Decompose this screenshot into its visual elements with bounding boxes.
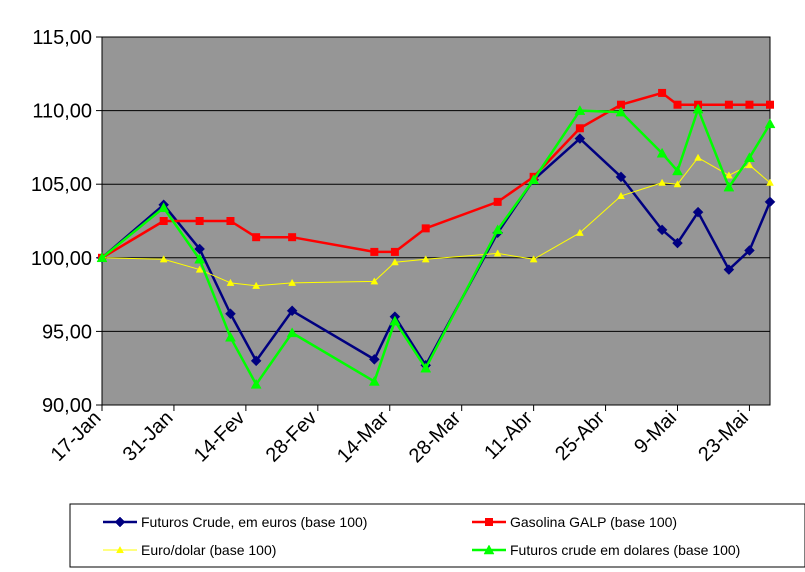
data-point [575, 228, 584, 236]
legend-marker [114, 516, 126, 528]
series-layer [96, 88, 776, 389]
data-point [724, 100, 733, 109]
data-point [528, 174, 540, 185]
data-point [529, 255, 538, 263]
data-point [745, 100, 754, 109]
data-point [764, 196, 776, 208]
data-point [744, 152, 755, 162]
y-tick-label: 110,00 [32, 101, 92, 123]
data-point [421, 255, 430, 263]
data-point [672, 237, 683, 249]
data-point [493, 249, 502, 257]
legend-label: Euro/dolar (base 100) [141, 542, 276, 558]
data-point [286, 327, 298, 338]
data-point [389, 315, 401, 326]
data-point [656, 224, 668, 236]
legend-box [69, 503, 805, 568]
data-point [252, 281, 261, 289]
data-point [723, 181, 735, 192]
data-point [159, 217, 168, 225]
data-point [370, 277, 379, 285]
legend-marker [116, 545, 124, 554]
data-point [250, 355, 262, 367]
data-point [673, 180, 682, 188]
data-point [673, 100, 682, 109]
data-point [226, 278, 235, 286]
series-3 [96, 103, 776, 389]
data-point [615, 106, 627, 117]
data-point [672, 165, 683, 176]
data-point [723, 264, 735, 275]
data-point [658, 88, 667, 97]
y-tick-label: 90,00 [42, 395, 92, 417]
legend-marker [485, 518, 493, 526]
data-point [390, 258, 399, 266]
data-point [745, 161, 754, 169]
data-point [226, 217, 235, 225]
data-point [574, 105, 586, 115]
data-point [656, 147, 668, 158]
y-tick-label: 105,00 [31, 174, 92, 196]
data-point [764, 118, 776, 129]
series-2 [98, 153, 774, 289]
data-point [421, 224, 430, 233]
legend: Futuros Crude, em euros (base 100) Gasoli… [69, 503, 805, 568]
data-point [744, 245, 755, 256]
data-point [370, 247, 379, 256]
data-point [195, 265, 204, 273]
data-point [225, 331, 236, 342]
data-point [575, 124, 584, 133]
data-point [493, 197, 502, 206]
data-point [615, 171, 627, 183]
data-point [692, 103, 704, 114]
data-point [368, 354, 380, 365]
legend-label: Futuros Crude, em euros (base 100) [141, 514, 367, 530]
data-point [288, 233, 297, 242]
data-point [766, 100, 774, 109]
y-tick-label: 95,00 [42, 321, 92, 343]
data-point [420, 362, 432, 373]
data-point [96, 252, 108, 263]
data-point [694, 153, 702, 161]
data-point [250, 378, 262, 389]
data-point [492, 224, 504, 235]
data-point [158, 202, 170, 213]
data-point [286, 305, 298, 317]
data-point [194, 253, 206, 264]
data-point [724, 171, 733, 179]
legend-label: Futuros crude em dolares (base 100) [510, 542, 740, 558]
y-tick-label: 100,00 [31, 248, 92, 270]
data-point [368, 375, 380, 386]
y-axis: 90,00 95,00 100,00 105,00 110,00 115,00 [31, 27, 103, 417]
data-point [225, 308, 236, 320]
data-point [766, 178, 774, 186]
data-point [195, 217, 204, 225]
data-point [617, 191, 625, 200]
y-tick-label: 115,00 [32, 27, 92, 49]
data-point [390, 247, 399, 256]
legend-label: Gasolina GALP (base 100) [510, 514, 677, 530]
data-point [616, 100, 625, 109]
legend-marker [483, 544, 495, 555]
data-point [159, 255, 168, 263]
data-point [692, 206, 704, 218]
data-point [658, 178, 667, 186]
data-point [252, 233, 261, 242]
data-point [288, 278, 297, 286]
data-point [574, 133, 586, 144]
